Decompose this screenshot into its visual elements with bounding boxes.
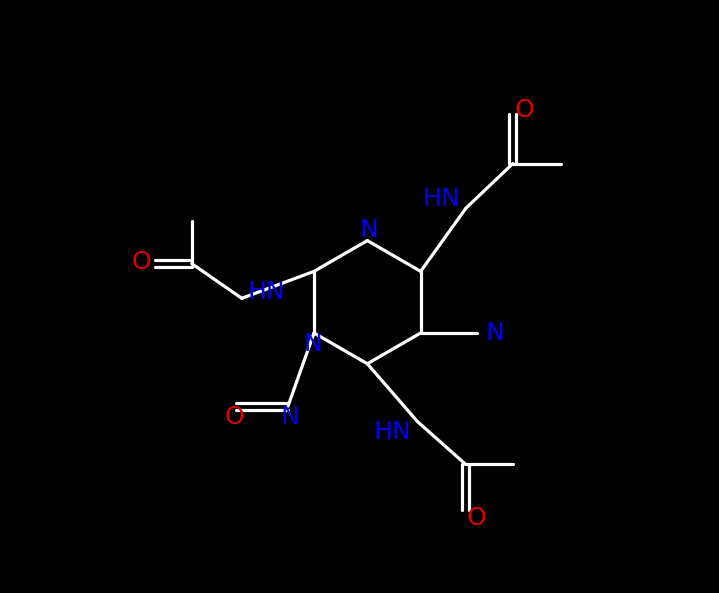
Text: O: O — [467, 506, 486, 530]
Text: HN: HN — [248, 280, 285, 304]
Text: N: N — [303, 331, 322, 356]
Text: O: O — [514, 98, 534, 122]
Text: N: N — [280, 405, 299, 429]
Text: O: O — [224, 405, 244, 429]
Text: HN: HN — [422, 187, 459, 211]
Text: O: O — [132, 250, 151, 274]
Text: N: N — [486, 321, 505, 345]
Text: N: N — [360, 218, 378, 242]
Text: HN: HN — [374, 420, 411, 444]
